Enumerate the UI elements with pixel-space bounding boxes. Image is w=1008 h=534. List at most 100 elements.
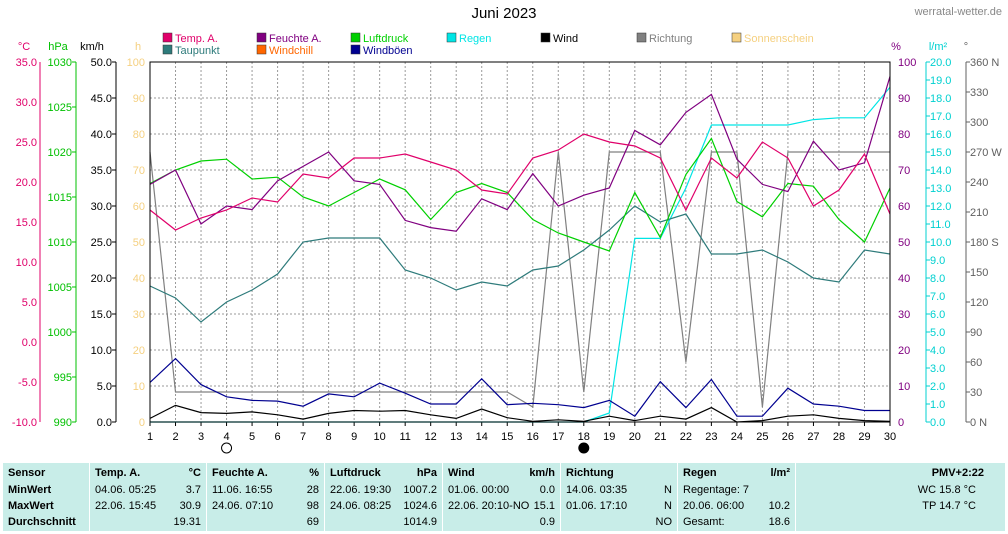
legend-label: Taupunkt (175, 45, 220, 57)
legend-label: Windchill (269, 45, 313, 57)
legend-swatch (446, 32, 457, 43)
pressure-axis-tick-label: 1015 (48, 192, 72, 204)
direction-axis-tick-label: 120 (970, 297, 988, 309)
wind-axis-tick-label: 10.0 (91, 345, 112, 357)
x-tick-label: 8 (326, 431, 332, 443)
wind-axis-tick-label: 35.0 (91, 165, 112, 177)
rain-days: Regentage: 7 (683, 484, 750, 496)
wind-axis-tick-label: 0.0 (97, 417, 112, 429)
pressure-axis-tick-label: 990 (54, 417, 72, 429)
sun-axis-tick-label: 50 (133, 237, 145, 249)
wind-axis-tick-label: 25.0 (91, 237, 112, 249)
rain-max-date: 20.06. 06:00 (683, 500, 745, 512)
x-tick-label: 13 (450, 431, 462, 443)
x-tick-label: 3 (198, 431, 204, 443)
direction-axis-tick-label: 180 S (970, 237, 999, 249)
legend-swatch (540, 32, 551, 43)
legend-swatch (350, 44, 361, 55)
pressure-axis-tick-label: 1000 (48, 327, 72, 339)
wind-axis-tick-label: 45.0 (91, 93, 112, 105)
stats-col-humidity: Feuchte A.% 11.06. 16:55 28 24.06. 07:10 9… (206, 463, 325, 531)
temp-min: 3.7 (185, 484, 201, 496)
series-line-taupunkt (149, 205, 891, 323)
legend-label: Richtung (649, 33, 692, 45)
x-tick-label: 17 (552, 431, 564, 443)
direction-axis-tick-label: 360 N (970, 57, 999, 69)
sun-axis-tick-label: 60 (133, 201, 145, 213)
rain-axis-tick-label: 15.0 (930, 147, 951, 159)
pressure-axis-tick-label: 1030 (48, 57, 72, 69)
temp-axis-tick-label: 0.0 (22, 337, 37, 349)
humidity-min: 28 (306, 484, 319, 496)
temp-axis-tick-label: 30.0 (16, 97, 37, 109)
sun-axis-tick-label: 10 (133, 381, 145, 393)
wind-max-date: 22.06. 20:10-NO (448, 500, 530, 512)
rain-axis-tick-label: 8.0 (930, 273, 945, 285)
x-tick-label: 28 (833, 431, 845, 443)
rain-axis-tick-label: 16.0 (930, 129, 951, 141)
series-line-windb-en (149, 357, 890, 418)
stats-col-rain: Regen l/m² Regentage: 7 20.06. 06:00 10.2 … (677, 463, 796, 531)
wind-min: 0.0 (539, 484, 555, 496)
sun-axis-tick-label: 100 (127, 57, 145, 69)
direction-unit-label: ° (964, 41, 968, 53)
legend-swatch (731, 32, 742, 43)
x-tick-label: 30 (884, 431, 896, 443)
wind-min-date: 01.06. 00:00 (448, 484, 510, 496)
x-tick-label: 9 (351, 431, 357, 443)
direction-axis-tick-label: 0 N (970, 417, 987, 429)
legend-label: Wind (553, 33, 578, 45)
wind-axis-tick-label: 30.0 (91, 201, 112, 213)
legend-swatch (350, 32, 361, 43)
rain-axis-tick-label: 17.0 (930, 111, 951, 123)
sun-axis-tick-label: 40 (133, 273, 145, 285)
direction-axis-tick-label: 270 W (970, 147, 1002, 159)
x-tick-label: 19 (603, 431, 615, 443)
pressure-axis-tick-label: 995 (54, 372, 72, 384)
legend-label: Windböen (363, 45, 413, 57)
rain-axis-tick-label: 1.0 (930, 399, 945, 411)
direction-axis-tick-label: 300 (970, 117, 988, 129)
rain-axis-tick-label: 7.0 (930, 291, 945, 303)
direction-min-date: 14.06. 03:35 (566, 484, 628, 496)
humidity-avg: 69 (306, 516, 319, 528)
humidity-axis-tick-label: 20 (898, 345, 910, 357)
sun-unit-label: h (135, 41, 141, 53)
humidity-axis-tick-label: 40 (898, 273, 910, 285)
direction-max-date: 01.06. 17:10 (566, 500, 628, 512)
stats-label-min: MinWert (8, 484, 52, 496)
legend-swatch (162, 32, 173, 43)
wind-axis-tick-label: 20.0 (91, 273, 112, 285)
wind-unit-label: km/h (80, 41, 104, 53)
humidity-axis-tick-label: 60 (898, 201, 910, 213)
humidity-unit: % (309, 467, 319, 479)
x-tick-label: 26 (782, 431, 794, 443)
x-tick-label: 5 (249, 431, 255, 443)
stats-col-sensor: Sensor MinWert MaxWert Durchschnitt (3, 463, 89, 531)
sun-axis-tick-label: 30 (133, 309, 145, 321)
legend-label: Regen (459, 33, 491, 45)
x-tick-label: 20 (629, 431, 641, 443)
full-moon-icon (578, 442, 590, 454)
rain-unit: l/m² (770, 467, 790, 479)
rain-axis-tick-label: 10.0 (930, 237, 951, 249)
series-line-temp-a- (149, 133, 891, 231)
series-line-luftdruck (149, 137, 891, 252)
rain-total: 18.6 (768, 516, 790, 528)
pressure-axis-tick-label: 1010 (48, 237, 72, 249)
temp-axis-tick-label: -5.0 (18, 377, 37, 389)
x-tick-label: 4 (223, 431, 229, 443)
pressure-unit: hPa (416, 467, 437, 479)
rain-axis-tick-label: 3.0 (930, 363, 945, 375)
x-tick-label: 14 (476, 431, 488, 443)
temp-axis-tick-label: -10.0 (12, 417, 37, 429)
rain-unit-label: l/m² (929, 41, 948, 53)
temp-axis-tick-label: 10.0 (16, 257, 37, 269)
rain-max: 10.2 (768, 500, 790, 512)
new-moon-icon (221, 442, 233, 454)
series-line-richtung (149, 151, 890, 408)
temp-axis-tick-label: 20.0 (16, 177, 37, 189)
x-tick-label: 1 (147, 431, 153, 443)
axes: 35.030.025.020.015.010.05.00.0-5.0-10.01… (12, 41, 1002, 443)
wind-header: Wind (448, 467, 475, 479)
